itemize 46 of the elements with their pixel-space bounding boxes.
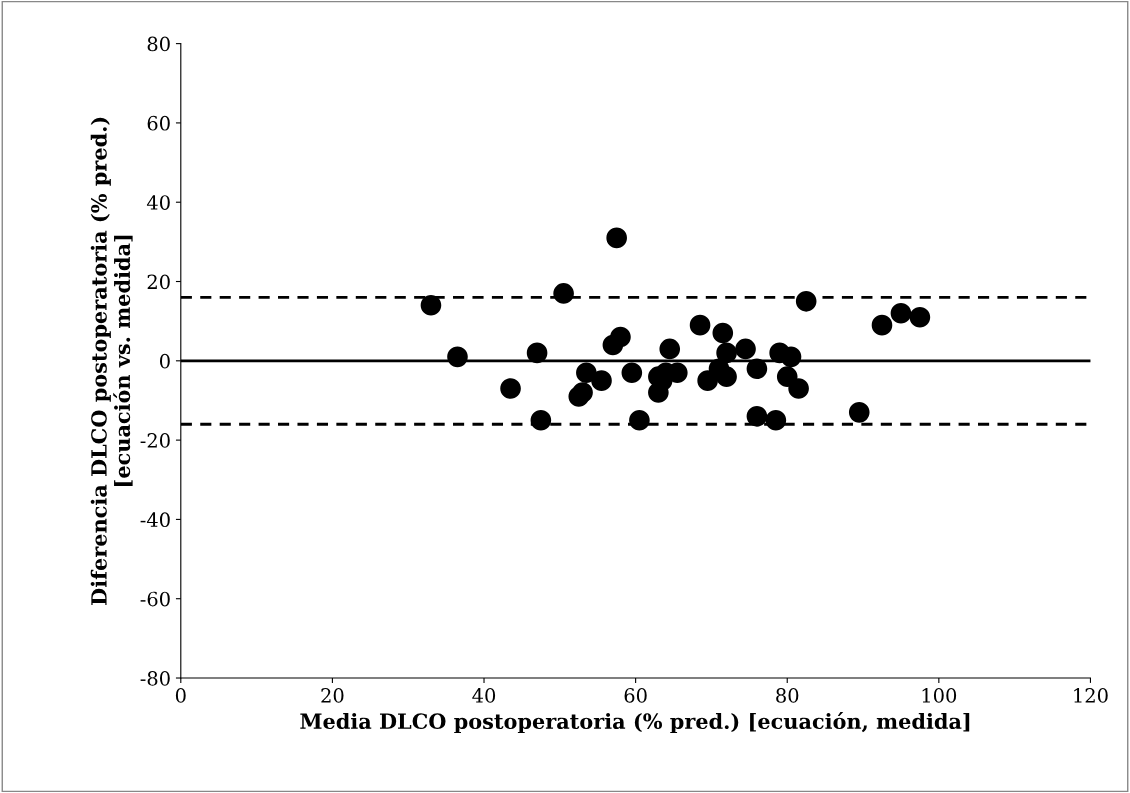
point bbox=[735, 338, 756, 360]
point bbox=[788, 378, 809, 399]
point bbox=[420, 295, 442, 316]
point bbox=[526, 342, 548, 364]
x-tick-label: 60 bbox=[624, 688, 647, 703]
y-tick-label: 80 bbox=[147, 36, 170, 52]
y-tick-label: 20 bbox=[147, 274, 170, 290]
point bbox=[795, 291, 817, 312]
point bbox=[716, 342, 737, 364]
point bbox=[606, 227, 627, 249]
x-axis-title: Media DLCO postoperatoria (% pred.) [ecuación, medida] bbox=[300, 712, 970, 734]
point bbox=[530, 409, 552, 431]
point bbox=[716, 366, 737, 387]
y-tick-label: -80 bbox=[140, 670, 170, 686]
point bbox=[621, 362, 643, 384]
y-tick-label: -20 bbox=[140, 433, 170, 448]
y-tick-label: 0 bbox=[159, 353, 170, 369]
x-tick-label: 40 bbox=[472, 688, 496, 703]
point bbox=[629, 409, 650, 431]
point bbox=[746, 358, 768, 380]
point bbox=[659, 338, 681, 360]
point bbox=[780, 346, 802, 368]
y-tick-label: -40 bbox=[140, 512, 170, 528]
point bbox=[746, 406, 768, 427]
x-tick-label: 0 bbox=[175, 688, 186, 703]
point bbox=[712, 322, 734, 344]
point bbox=[765, 409, 787, 431]
y-axis-title: Diferencia DLCO postoperatoria (% pred.) [ecuación vs. medida] bbox=[90, 117, 133, 605]
x-tick-label: 100 bbox=[922, 688, 957, 703]
y-tick-label: -60 bbox=[140, 591, 170, 607]
point bbox=[553, 283, 574, 304]
point bbox=[447, 346, 468, 368]
x-tick-label: 20 bbox=[321, 688, 344, 703]
x-tick-label: 120 bbox=[1074, 688, 1108, 703]
point bbox=[871, 314, 893, 336]
point bbox=[909, 306, 931, 328]
point bbox=[576, 362, 597, 384]
point bbox=[500, 378, 521, 399]
point bbox=[610, 326, 631, 348]
y-tick-label: 40 bbox=[146, 195, 170, 210]
point bbox=[689, 314, 711, 336]
x-tick-label: 80 bbox=[776, 688, 799, 703]
y-tick-label: 60 bbox=[147, 115, 170, 131]
point bbox=[591, 370, 612, 391]
point bbox=[890, 302, 912, 324]
point bbox=[848, 402, 870, 423]
